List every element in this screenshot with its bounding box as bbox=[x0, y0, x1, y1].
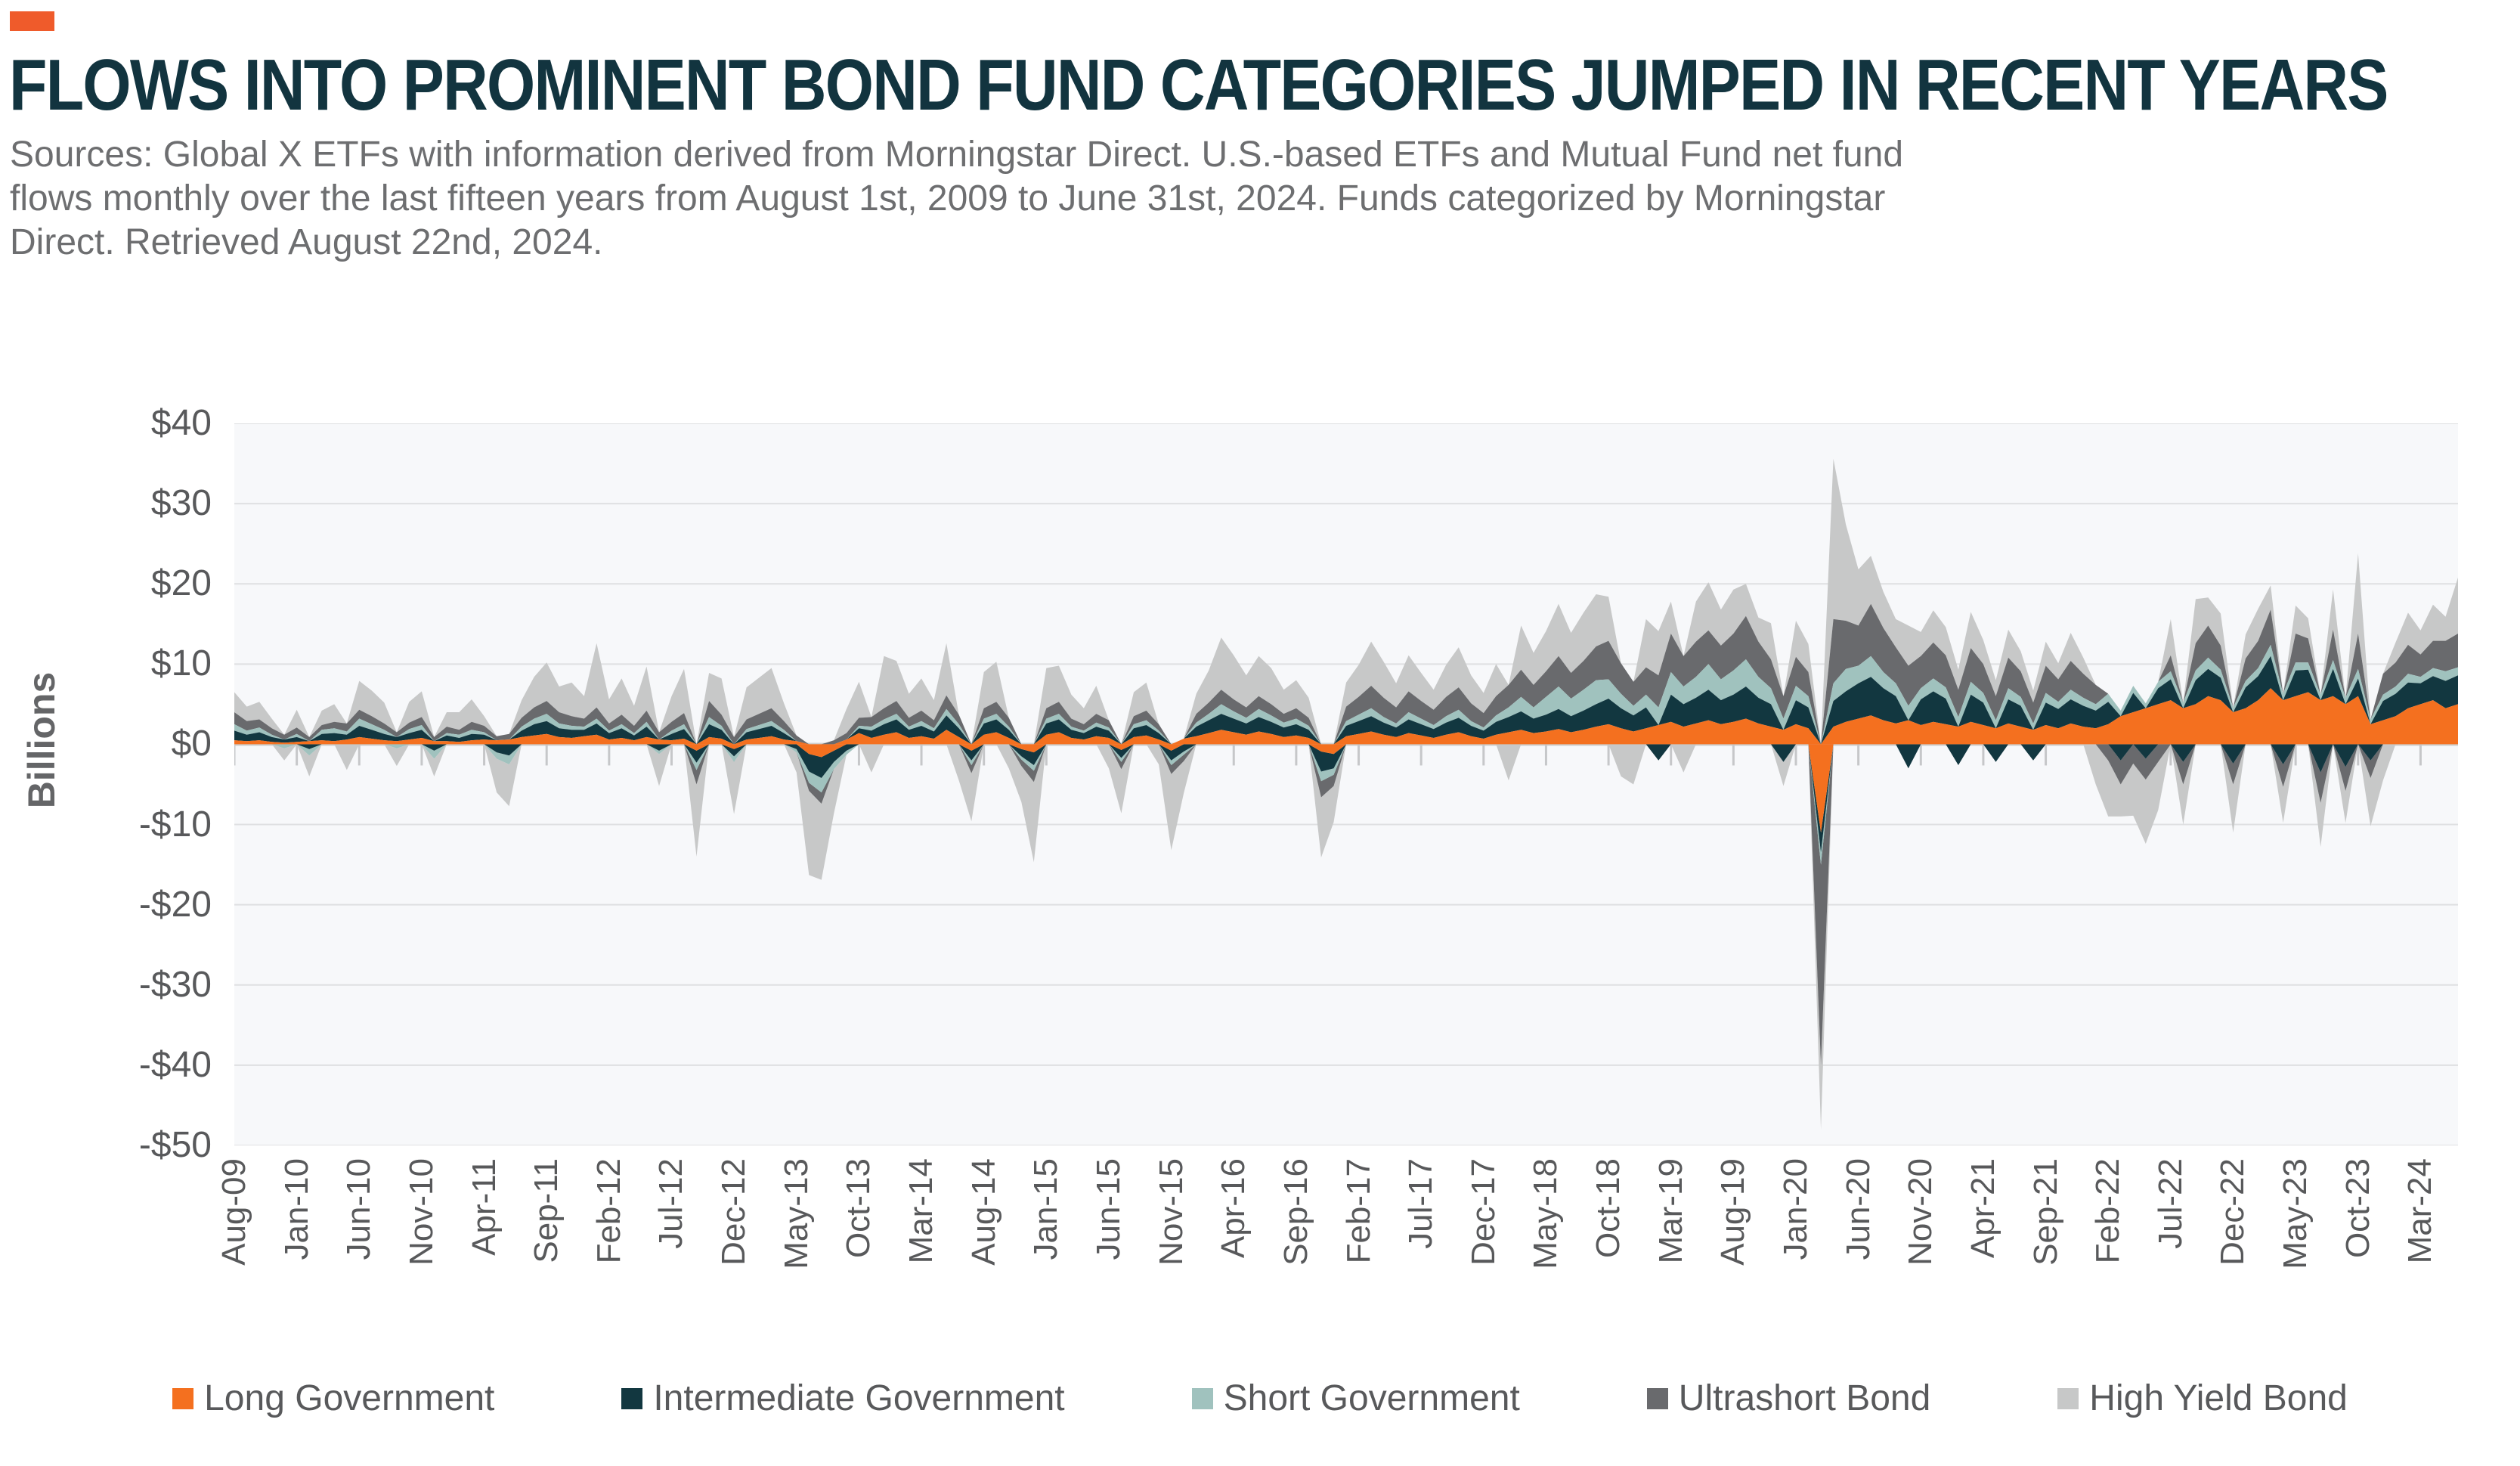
legend-item-ultrashort-bond: Ultrashort Bond bbox=[1646, 1378, 1931, 1419]
intermediate-government-negative-area bbox=[234, 744, 2458, 853]
y-tick-label: $10 bbox=[150, 643, 212, 684]
x-tick-label: Nov-15 bbox=[1152, 1158, 1190, 1266]
legend-item-intermediate-government: Intermediate Government bbox=[621, 1378, 1065, 1419]
legend-label: High Yield Bond bbox=[2089, 1378, 2348, 1418]
plot-background bbox=[234, 423, 2458, 1145]
x-tick-label: Oct-18 bbox=[1590, 1158, 1627, 1259]
x-tick-label: Aug-14 bbox=[964, 1158, 1002, 1266]
x-tick-label: Dec-12 bbox=[715, 1158, 753, 1266]
x-tick-label: Mar-24 bbox=[2401, 1158, 2439, 1264]
x-tick-label: Jun-20 bbox=[1839, 1158, 1877, 1260]
x-tick-label: Nov-10 bbox=[402, 1158, 440, 1266]
x-tick-label: Sep-11 bbox=[528, 1158, 565, 1263]
legend-swatch-icon bbox=[172, 1387, 194, 1409]
chart-legend: Long Government Intermediate Government Sh… bbox=[0, 1378, 2520, 1419]
ultrashort-bond-negative-area bbox=[234, 744, 2458, 1065]
page-title: FLOWS INTO PROMINENT BOND FUND CATEGORIE… bbox=[9, 45, 2388, 126]
legend-label: Short Government bbox=[1223, 1378, 1520, 1418]
y-tick-label: -$40 bbox=[138, 1044, 212, 1085]
legend-item-high-yield-bond: High Yield Bond bbox=[2057, 1378, 2348, 1419]
y-tick-label: $40 bbox=[150, 403, 212, 443]
y-tick-label: $20 bbox=[150, 563, 212, 604]
source-line-1: Sources: Global X ETFs with information … bbox=[10, 135, 1904, 175]
x-tick-label: Jun-15 bbox=[1089, 1158, 1127, 1260]
x-tick-label: Jul-22 bbox=[2151, 1158, 2189, 1249]
y-tick-label: $0 bbox=[171, 724, 212, 764]
x-tick-label: Jul-17 bbox=[1402, 1158, 1440, 1249]
high-yield-bond-positive-area bbox=[234, 458, 2458, 745]
x-tick-label: Sep-21 bbox=[2026, 1158, 2064, 1266]
x-tick-label: Dec-17 bbox=[1464, 1158, 1502, 1266]
legend-label: Long Government bbox=[204, 1378, 495, 1418]
legend-swatch-icon bbox=[1191, 1387, 1213, 1409]
x-tick-label: Aug-19 bbox=[1714, 1158, 1752, 1266]
source-text: Sources: Global X ETFs with information … bbox=[10, 133, 1903, 265]
intermediate-government-positive-area bbox=[234, 656, 2458, 745]
x-tick-label: Mar-14 bbox=[902, 1158, 940, 1264]
x-tick-label: Jan-15 bbox=[1027, 1158, 1065, 1260]
ultrashort-bond-positive-area bbox=[234, 603, 2458, 745]
x-tick-label: Apr-21 bbox=[1964, 1158, 2001, 1259]
x-tick-label: Dec-22 bbox=[2214, 1158, 2252, 1266]
legend-item-long-government: Long Government bbox=[172, 1378, 494, 1419]
y-tick-label: -$10 bbox=[138, 804, 212, 845]
y-tick-label: $30 bbox=[150, 483, 212, 524]
x-tick-label: Jan-20 bbox=[1777, 1158, 1814, 1260]
accent-bar bbox=[10, 11, 54, 31]
x-tick-label: Jul-12 bbox=[652, 1158, 690, 1249]
y-tick-label: -$20 bbox=[138, 884, 212, 925]
x-tick-label: Sep-16 bbox=[1277, 1158, 1314, 1266]
legend-swatch-icon bbox=[621, 1387, 643, 1409]
x-tick-label: May-23 bbox=[2277, 1158, 2314, 1269]
y-tick-label: -$30 bbox=[138, 964, 212, 1005]
legend-swatch-icon bbox=[2057, 1387, 2079, 1409]
source-line-2: flows monthly over the last fifteen year… bbox=[10, 178, 1886, 219]
x-tick-label: Feb-17 bbox=[1339, 1158, 1377, 1264]
x-tick-label: Oct-13 bbox=[840, 1158, 878, 1259]
legend-item-short-government: Short Government bbox=[1191, 1378, 1520, 1419]
x-tick-label: Aug-09 bbox=[215, 1158, 252, 1266]
x-tick-label: Apr-16 bbox=[1215, 1158, 1252, 1259]
long-government-positive-area bbox=[234, 688, 2458, 745]
x-tick-label: Feb-22 bbox=[2089, 1158, 2127, 1264]
legend-swatch-icon bbox=[1646, 1387, 1668, 1409]
source-line-3: Direct. Retrieved August 22nd, 2024. bbox=[10, 222, 603, 262]
legend-label: Intermediate Government bbox=[653, 1378, 1065, 1418]
x-tick-label: Mar-19 bbox=[1652, 1158, 1689, 1264]
plot-area bbox=[234, 423, 2458, 1145]
x-tick-label: Oct-23 bbox=[2339, 1158, 2376, 1259]
high-yield-bond-negative-area bbox=[234, 744, 2458, 1130]
x-tick-label: Feb-12 bbox=[590, 1158, 627, 1264]
y-tick-label: -$50 bbox=[138, 1125, 212, 1165]
x-tick-label: Jan-10 bbox=[277, 1158, 315, 1260]
short-government-positive-area bbox=[234, 644, 2458, 745]
legend-label: Ultrashort Bond bbox=[1678, 1378, 1931, 1418]
x-tick-label: May-13 bbox=[777, 1158, 815, 1269]
x-tick-label: Nov-20 bbox=[1902, 1158, 1940, 1266]
x-tick-label: Jun-10 bbox=[340, 1158, 378, 1260]
x-tick-label: May-18 bbox=[1527, 1158, 1565, 1269]
x-tick-label: Apr-11 bbox=[465, 1158, 503, 1256]
